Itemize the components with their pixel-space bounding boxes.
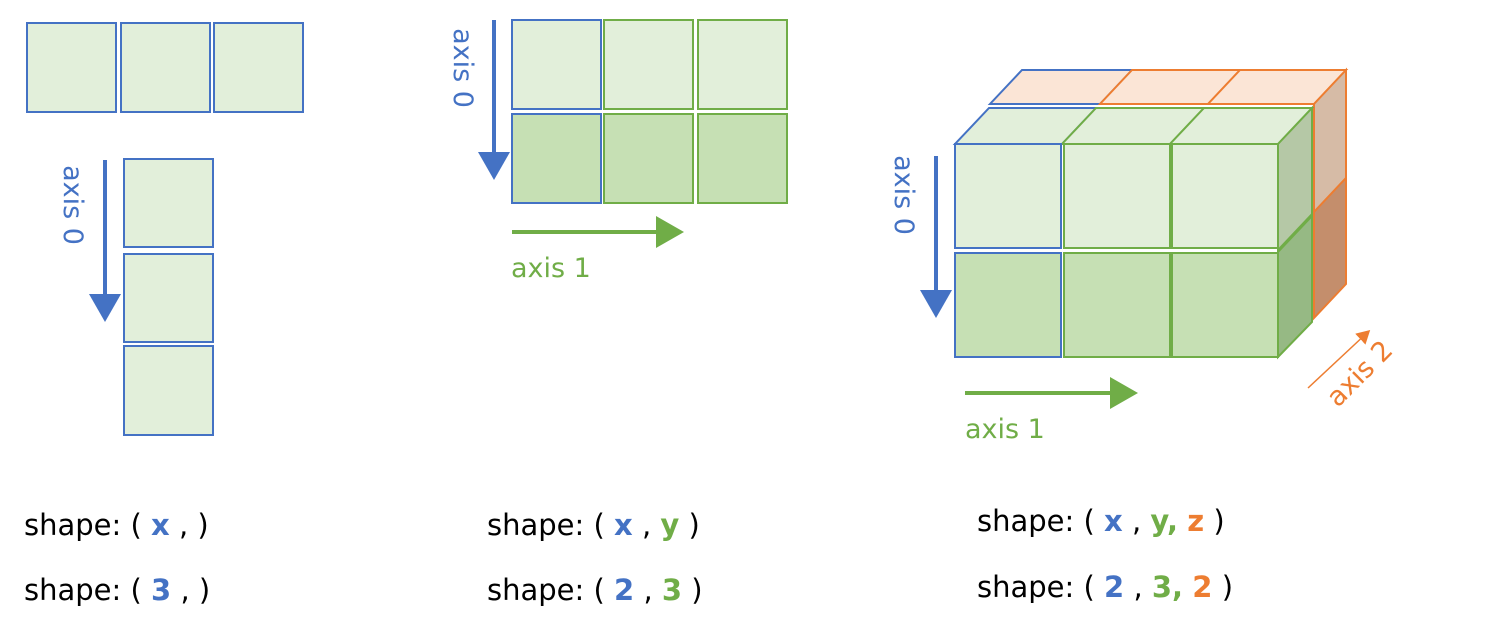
axis-0-label: axis 0	[888, 155, 919, 235]
axis-0-label: axis 0	[57, 165, 88, 245]
cube-front-face	[1063, 252, 1171, 358]
column-array-1d	[123, 158, 214, 436]
cube-front-face	[954, 143, 1062, 249]
panel-1d: axis 0 shape: ( x , ) shape: ( 3 , )	[24, 22, 304, 607]
array-cell	[123, 253, 214, 343]
cube-side-face-back	[1313, 175, 1347, 321]
axis-0-label: axis 0	[447, 28, 478, 108]
panel-3d: axis 0 axis 1 axis 2 shape: ( x , y, z )…	[888, 67, 1399, 604]
shape-numeric: shape: ( 2 , 3, 2 )	[977, 570, 1233, 604]
row-array-1d	[26, 22, 304, 113]
cube-front-face	[1171, 143, 1279, 249]
panel-2d: axis 0 axis 1 shape: ( x , y ) shape: ( …	[447, 19, 788, 607]
array-cell	[511, 113, 602, 204]
shape-symbolic: shape: ( x , y, z )	[977, 504, 1225, 538]
array-cell	[26, 22, 117, 113]
array-cell	[120, 22, 211, 113]
shape-symbolic: shape: ( x , y )	[487, 508, 700, 542]
array-cell	[603, 113, 694, 204]
axis-1-label: axis 1	[511, 253, 591, 284]
array-cell	[697, 19, 788, 110]
array-cell	[123, 158, 214, 248]
axis-2-label: axis 2	[1321, 335, 1399, 413]
shape-symbolic: shape: ( x , )	[24, 508, 209, 542]
cube-front-face	[954, 252, 1062, 358]
array-cell	[603, 19, 694, 110]
shape-numeric: shape: ( 2 , 3 )	[487, 573, 703, 607]
axis-2-arrow	[1307, 329, 1371, 389]
array-cell	[697, 113, 788, 204]
axis-1-label: axis 1	[965, 414, 1045, 445]
cube-front-face	[1171, 252, 1279, 358]
array-cell	[213, 22, 304, 113]
shape-numeric: shape: ( 3 , )	[24, 573, 210, 607]
array-cell	[511, 19, 602, 110]
array-cell	[123, 345, 214, 436]
cube-front-face	[1063, 143, 1171, 249]
